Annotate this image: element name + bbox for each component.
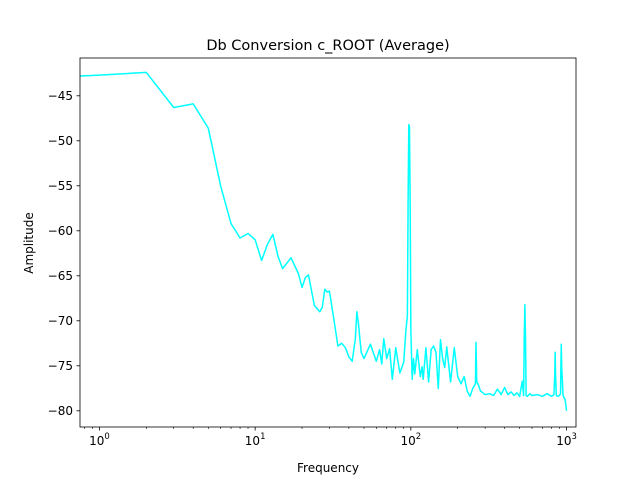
series-line-0 — [79, 71, 568, 411]
y-axis: −45 −50 −55 −60 −65 −70 −75 −80 — [48, 89, 80, 418]
y-tick-label: −55 — [48, 179, 73, 193]
series-layer — [79, 71, 568, 411]
y-tick-label: −80 — [48, 404, 73, 418]
y-tick-label: −45 — [48, 89, 73, 103]
x-tick-exponent: 2 — [416, 432, 421, 442]
y-tick-label: −60 — [48, 224, 73, 238]
y-tick-label: −65 — [48, 269, 73, 283]
y-tick-label: −70 — [48, 314, 73, 328]
y-axis-label: Amplitude — [22, 212, 36, 274]
x-tick-exponent: 0 — [104, 432, 109, 442]
y-tick-label: −75 — [48, 359, 73, 373]
axes-frame — [79, 57, 577, 428]
x-tick-exponent: 3 — [571, 432, 576, 442]
y-tick-label: −50 — [48, 134, 73, 148]
x-tick-exponent: 1 — [260, 432, 265, 442]
x-axis-label: Frequency — [297, 461, 359, 475]
chart-title: Db Conversion c_ROOT (Average) — [206, 38, 449, 54]
plot-area — [79, 57, 577, 428]
